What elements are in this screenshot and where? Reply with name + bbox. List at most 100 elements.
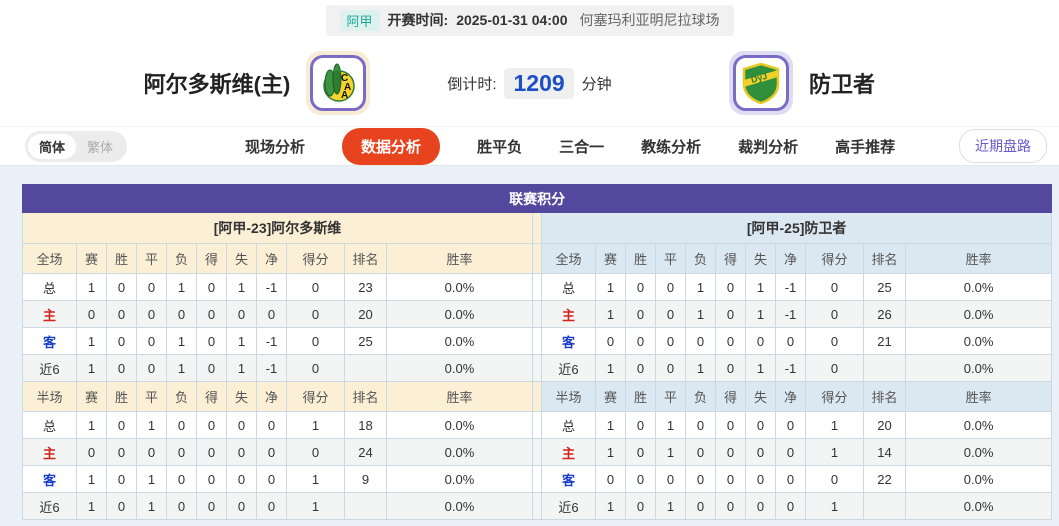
- kickoff-time-value: 2025-01-31 04:00: [456, 12, 568, 28]
- stat-cell: 0: [745, 465, 776, 493]
- recent-trend-button[interactable]: 近期盘路: [959, 129, 1047, 163]
- stat-cell: 0: [106, 354, 137, 382]
- stat-cell: 1: [685, 273, 716, 301]
- stat-cell: -1: [256, 327, 287, 355]
- stat-cell: 1: [286, 492, 345, 520]
- nav-item-3[interactable]: 三合一: [559, 138, 605, 156]
- stat-cell: 1: [655, 411, 686, 439]
- stat-cell: 0: [106, 492, 137, 520]
- lang-traditional-button[interactable]: 繁体: [87, 139, 114, 155]
- column-header: 得分: [286, 243, 345, 274]
- column-header: 失: [745, 381, 776, 412]
- stat-cell: 0: [256, 300, 287, 328]
- column-header: 得: [196, 243, 227, 274]
- stat-cell: 0.0%: [386, 438, 533, 466]
- table-row: 半场赛胜平负得失净得分 排名 胜率 半场赛胜平负得失净得分 排名 胜率: [22, 381, 1053, 412]
- stat-cell: 0: [196, 411, 227, 439]
- table-row: 客 1 0 0 1 0 1 -1 0 25 0.0% 客 0 0 0 0 0 0 0 0 21 0.0%: [22, 327, 1053, 355]
- column-header: 负: [685, 381, 716, 412]
- stat-cell: 1: [226, 327, 257, 355]
- stat-cell: 0.0%: [904, 354, 1053, 382]
- home-team-name: 阿尔多斯维(主): [143, 72, 291, 97]
- stat-cell: 1: [166, 273, 197, 301]
- stat-cell: 1: [595, 438, 626, 466]
- stat-cell: 1: [595, 492, 626, 520]
- stat-cell: 0: [715, 492, 746, 520]
- stat-cell: 0: [805, 465, 864, 493]
- stat-cell: 25: [344, 327, 387, 355]
- stat-cell: 0: [805, 300, 864, 328]
- stat-cell: 0.0%: [904, 327, 1053, 355]
- stat-cell: 0: [196, 465, 227, 493]
- stat-cell: 0: [805, 354, 864, 382]
- stat-cell: 0: [106, 300, 137, 328]
- home-team-crest-icon: C A A: [310, 55, 367, 111]
- stat-cell: 0: [595, 465, 626, 493]
- away-team-name: 防卫者: [808, 72, 875, 97]
- nav-item-4[interactable]: 教练分析: [641, 138, 702, 156]
- lang-simplified-button[interactable]: 简体: [28, 133, 77, 159]
- stat-cell: 0.0%: [904, 438, 1053, 466]
- column-header: 得分: [805, 381, 864, 412]
- table-row: 总 1 0 1 0 0 0 0 1 18 0.0% 总 1 0 1 0 0 0 0 1 20 0.0%: [22, 411, 1053, 439]
- stat-cell: 0: [655, 465, 686, 493]
- stat-cell: 25: [863, 273, 906, 301]
- stat-cell: 0: [715, 411, 746, 439]
- stat-cell: -1: [775, 354, 806, 382]
- stat-cell: 1: [226, 354, 257, 382]
- stat-cell: 0.0%: [904, 465, 1053, 493]
- row-label: 客: [22, 465, 77, 493]
- nav-item-1[interactable]: 数据分析: [342, 127, 441, 165]
- table-row: 主 0 0 0 0 0 0 0 0 24 0.0% 主 1 0 1 0 0 0 0 1 14 0.0%: [22, 438, 1053, 466]
- venue-name: 何塞玛利亚明尼拉球场: [579, 12, 720, 28]
- nav-item-6[interactable]: 高手推荐: [835, 138, 896, 156]
- column-header: 胜: [625, 243, 656, 274]
- stat-cell: 1: [286, 465, 345, 493]
- row-label: 客: [541, 327, 596, 355]
- stat-cell: 0: [775, 438, 806, 466]
- stat-cell: 0: [226, 411, 257, 439]
- row-label: 总: [541, 411, 596, 439]
- home-team-logo: C A A: [306, 51, 371, 115]
- nav-item-0[interactable]: 现场分析: [245, 138, 306, 156]
- stat-cell: 0: [775, 327, 806, 355]
- nav-item-2[interactable]: 胜平负: [477, 138, 523, 156]
- column-header: 失: [226, 243, 257, 274]
- stat-cell: 0: [805, 273, 864, 301]
- stat-cell: 0.0%: [904, 411, 1053, 439]
- svg-text:C: C: [341, 73, 348, 84]
- navbar: 简体 繁体 现场分析 数据分析 胜平负 三合一 教练分析 裁判分析 高手推荐 近期盘路: [0, 126, 1059, 166]
- scope-header: 全场: [22, 243, 77, 274]
- stat-cell: 0: [625, 492, 656, 520]
- nav-item-5[interactable]: 裁判分析: [738, 138, 799, 156]
- stat-cell: 1: [805, 438, 864, 466]
- stat-cell: 0: [625, 273, 656, 301]
- stat-cell: 0.0%: [904, 300, 1053, 328]
- stat-cell: 1: [136, 465, 167, 493]
- stat-cell: [863, 354, 906, 382]
- stat-cell: 1: [76, 273, 107, 301]
- column-header: 排名: [863, 243, 906, 274]
- column-header: 胜率: [386, 381, 533, 412]
- stat-cell: 1: [745, 300, 776, 328]
- table-row: [阿甲-23]阿尔多斯维 [阿甲-25]防卫者: [22, 212, 1053, 244]
- section-divider: [532, 273, 542, 301]
- row-label: 客: [22, 327, 77, 355]
- column-header: 平: [655, 381, 686, 412]
- column-header: 胜率: [386, 243, 533, 274]
- stat-cell: 0: [625, 411, 656, 439]
- column-header: 平: [136, 381, 167, 412]
- section-divider: [532, 438, 542, 466]
- stat-cell: 0: [106, 438, 137, 466]
- league-badge[interactable]: 阿甲: [339, 9, 380, 31]
- stat-cell: 0: [745, 438, 776, 466]
- column-header: 胜率: [904, 381, 1053, 412]
- league-standings-table: 联赛积分 [阿甲-23]阿尔多斯维 [阿甲-25]防卫者 全场赛胜平负得失净得分 排名胜…: [21, 184, 1053, 520]
- table-row: 主 0 0 0 0 0 0 0 0 20 0.0% 主 1 0 0 1 0 1 -1 0 26 0.0%: [22, 300, 1053, 328]
- stat-cell: 1: [595, 354, 626, 382]
- row-label: 近6: [22, 492, 77, 520]
- stat-cell: 0: [715, 465, 746, 493]
- stat-cell: 1: [595, 411, 626, 439]
- row-label: 近6: [541, 492, 596, 520]
- stat-cell: 0: [655, 327, 686, 355]
